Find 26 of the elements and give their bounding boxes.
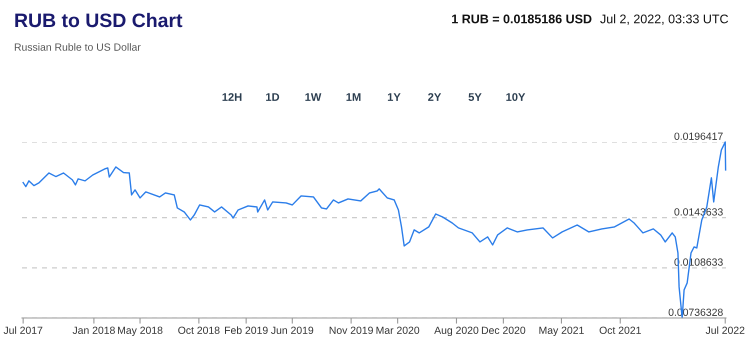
chart-subtitle: Russian Ruble to US Dollar [14,43,141,51]
x-tick-label: Oct 2018 [178,326,220,334]
x-tick-label: Jul 2022 [706,326,744,334]
x-tick-label: Dec 2020 [482,326,526,334]
x-tick-label: Oct 2021 [600,326,641,334]
y-tick-label: 0.0196417 [674,132,723,140]
text: 10Y [506,93,526,101]
x-tick-label: Aug 2020 [434,326,478,336]
x-tick-label: Mar 2020 [376,326,420,334]
chart-title: RUB to USD Chart [15,12,182,28]
text: 1Y [388,93,401,101]
x-tick-label: May 2021 [539,326,584,336]
x-tick-label: Jul 2017 [4,326,42,334]
x-tick-label: Jun 2019 [271,326,314,334]
text: 5Y [468,93,482,101]
text: 12H [222,93,242,101]
x-tick-label: Jan 2018 [72,326,115,334]
text: 2Y [428,93,442,101]
x-tick-label: Nov 2019 [330,326,373,334]
text: 1M [346,93,360,101]
text: 1 RUB = 0.0185186 USD [452,14,592,24]
text: 1W [305,93,322,101]
text: 1D [266,93,280,101]
x-tick-label: Feb 2019 [225,326,268,334]
x-tick-label: May 2018 [118,326,162,336]
text: Jul 2, 2022, 03:33 UTC [600,14,728,25]
